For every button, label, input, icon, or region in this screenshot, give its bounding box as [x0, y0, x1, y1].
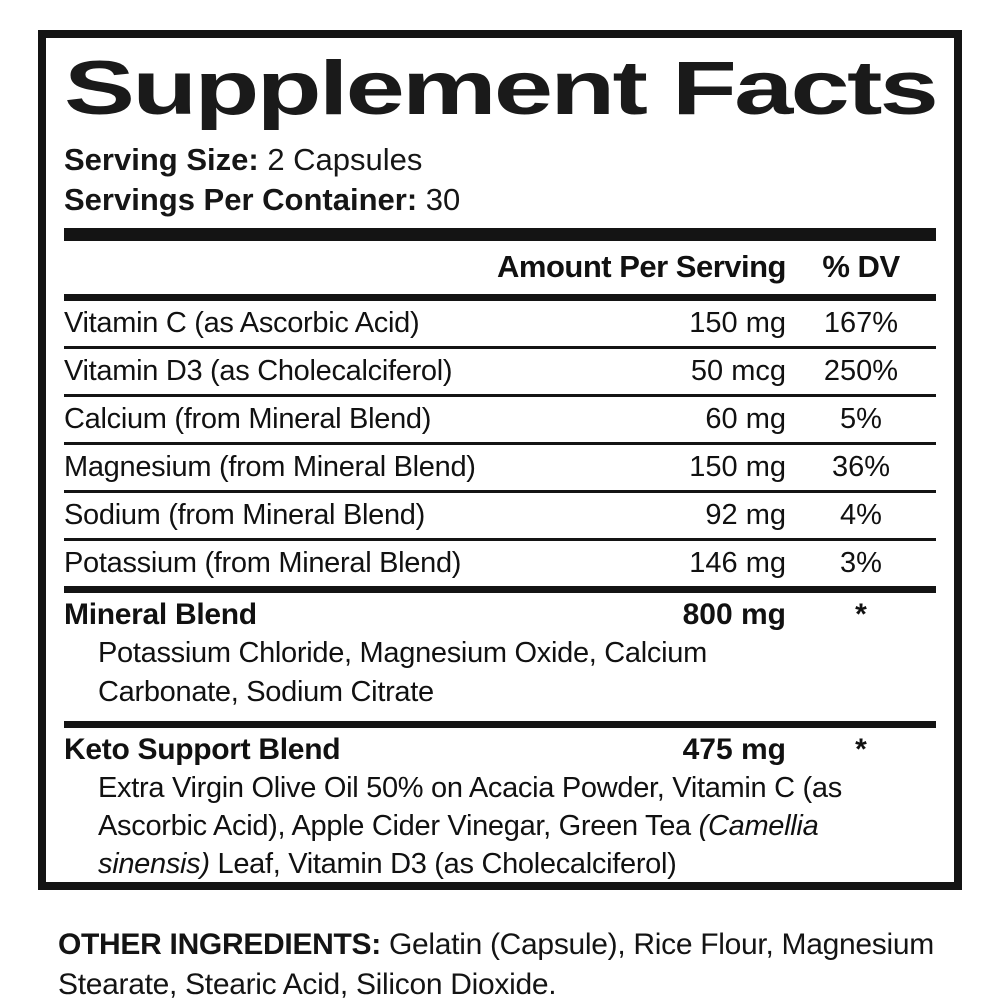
blend-row-keto: Keto Support Blend 475 mg * [64, 728, 936, 767]
nutrient-dv: 36% [831, 451, 891, 484]
divider-below-header [64, 294, 936, 302]
nutrient-dv: 3% [840, 547, 882, 580]
blend-dv-asterisk: * [855, 598, 867, 632]
blend-amount: 800 mg [682, 598, 786, 632]
nutrient-amount: 150 mg [689, 307, 786, 340]
title-wrap: Supplement Facts [64, 46, 939, 140]
table-row: Sodium (from Mineral Blend) 92 mg 4% [64, 490, 936, 538]
blend-name: Mineral Blend [64, 598, 257, 632]
table-row: Vitamin C (as Ascorbic Acid) 150 mg 167% [64, 301, 936, 346]
nutrient-name: Vitamin D3 (as Cholecalciferol) [64, 355, 453, 388]
supplement-facts-panel: Supplement Facts Serving Size: 2 Capsule… [38, 30, 962, 890]
divider-thick-top [64, 228, 936, 242]
nutrient-name: Potassium (from Mineral Blend) [64, 547, 462, 580]
header-percent-dv: % DV [822, 249, 900, 285]
blend-row-mineral: Mineral Blend 800 mg * [64, 593, 936, 632]
blend-dv-asterisk: * [855, 732, 867, 766]
nutrient-amount: 92 mg [705, 499, 786, 532]
blend-name: Keto Support Blend [64, 732, 341, 766]
servings-per-container-value: 30 [425, 181, 461, 217]
serving-size-line: Serving Size: 2 Capsules [64, 140, 936, 180]
mineral-blend-ingredients: Potassium Chloride, Magnesium Oxide, Cal… [98, 637, 707, 708]
nutrient-amount: 50 mcg [690, 355, 786, 388]
table-row: Magnesium (from Mineral Blend) 150 mg 36… [64, 442, 936, 490]
other-ingredients: OTHER INGREDIENTS: Gelatin (Capsule), Ri… [58, 925, 953, 1004]
table-row: Calcium (from Mineral Blend) 60 mg 5% [64, 394, 936, 442]
nutrient-dv: 167% [823, 307, 899, 340]
table-header: Amount Per Serving % DV [64, 241, 936, 294]
divider-above-keto-blend [64, 720, 936, 728]
keto-ingredients-part1: Extra Virgin Olive Oil 50% on Acacia Pow… [98, 771, 842, 843]
nutrient-amount: 150 mg [689, 451, 786, 484]
nutrient-amount: 146 mg [689, 547, 786, 580]
nutrient-name: Vitamin C (as Ascorbic Acid) [64, 307, 420, 340]
other-ingredients-label: OTHER INGREDIENTS: [58, 928, 381, 961]
keto-blend-ingredients: Extra Virgin Olive Oil 50% on Acacia Pow… [64, 767, 894, 882]
servings-per-container-line: Servings Per Container: 30 [64, 180, 936, 220]
nutrient-dv: 4% [840, 499, 882, 532]
servings-per-container-label: Servings Per Container: [64, 181, 418, 217]
other-ingredients-value: Gelatin (Capsule), Rice Flour, Magnesium… [58, 928, 934, 1001]
nutrient-dv: 5% [840, 403, 882, 436]
divider-above-mineral-blend [64, 586, 936, 594]
nutrient-name: Magnesium (from Mineral Blend) [64, 451, 476, 484]
table-row: Potassium (from Mineral Blend) 146 mg 3% [64, 538, 936, 586]
table-row: Vitamin D3 (as Cholecalciferol) 50 mcg 2… [64, 346, 936, 394]
blend-amount: 475 mg [682, 732, 786, 766]
serving-size-label: Serving Size: [64, 142, 259, 177]
nutrient-dv: 250% [823, 355, 899, 388]
serving-size-value: 2 Capsules [267, 142, 423, 177]
nutrient-amount: 60 mg [705, 403, 786, 436]
keto-ingredients-part2: Leaf, Vitamin D3 (as Cholecalciferol) [209, 848, 677, 881]
keto-ingredients-latin-name: (Camellia sinensis) [98, 810, 819, 881]
nutrient-name: Calcium (from Mineral Blend) [64, 403, 432, 436]
nutrient-name: Sodium (from Mineral Blend) [64, 499, 425, 532]
header-amount-per-serving: Amount Per Serving [497, 249, 787, 285]
panel-title: Supplement Facts [64, 46, 939, 131]
